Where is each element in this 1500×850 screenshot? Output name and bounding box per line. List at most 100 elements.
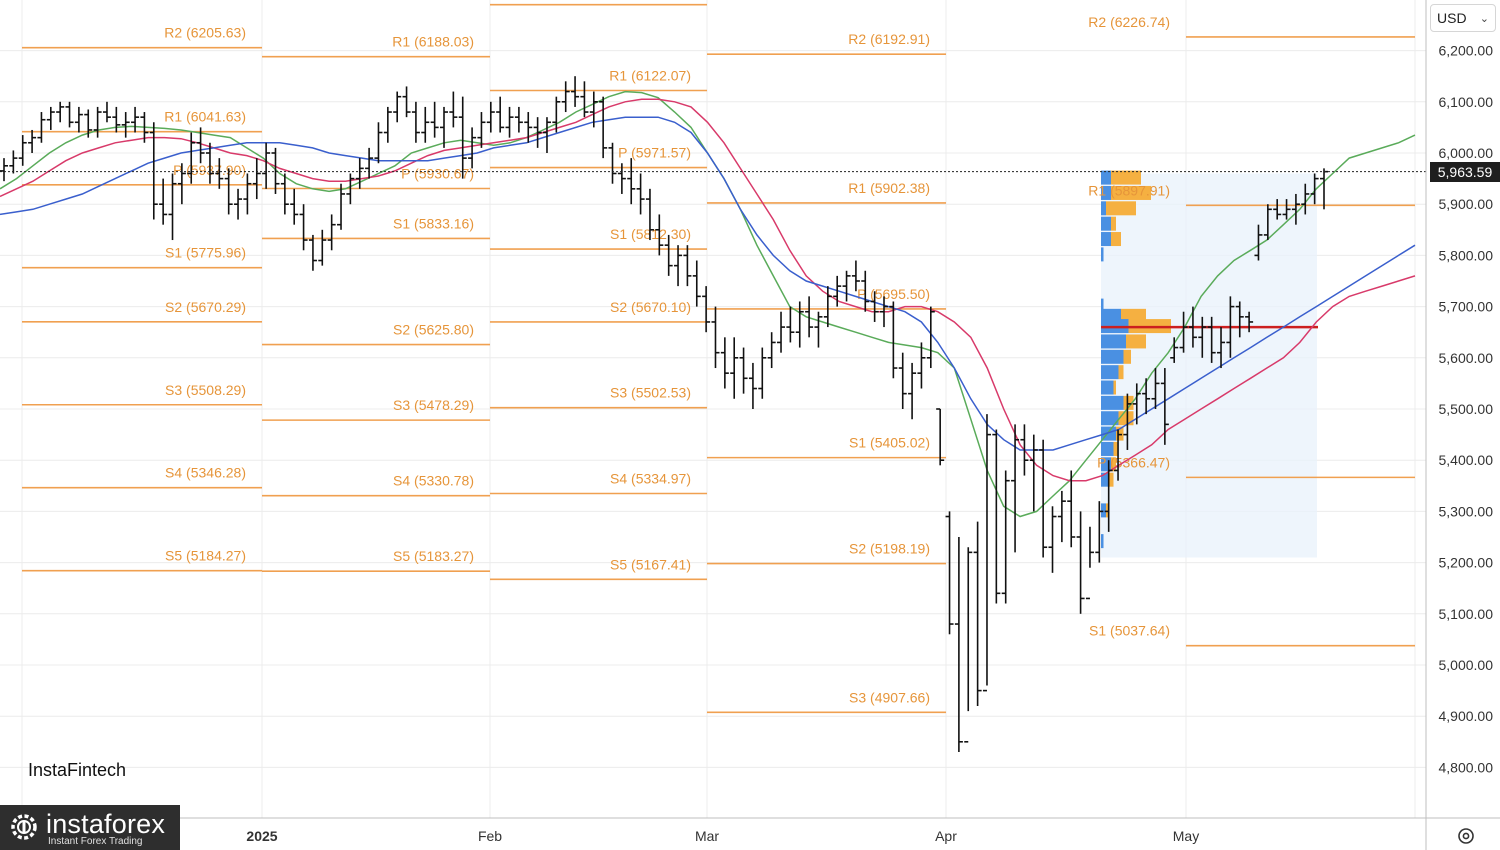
ohlc-bar xyxy=(945,511,954,635)
ohlc-bar xyxy=(1245,311,1254,333)
pivot-label: S4 (5346.28) xyxy=(165,465,246,481)
ohlc-bar xyxy=(458,96,467,179)
ohlc-bar xyxy=(1095,501,1104,563)
pivot-label: R1 (6041.63) xyxy=(164,109,246,125)
ohlc-bar xyxy=(243,173,252,215)
ohlc-bar xyxy=(1104,460,1113,532)
ohlc-bar xyxy=(823,286,832,328)
volume-profile-bar-blue xyxy=(1101,216,1111,231)
volume-profile-bar-blue xyxy=(1101,411,1119,426)
ohlc-bar xyxy=(234,188,243,220)
ohlc-bar xyxy=(880,296,888,328)
instaforex-logo[interactable]: instaforex Instant Forex Trading xyxy=(0,805,180,850)
ohlc-bar xyxy=(542,117,551,153)
ohlc-bar xyxy=(1057,490,1066,543)
ohlc-bar xyxy=(1067,470,1076,548)
ohlc-bar xyxy=(973,521,982,706)
ohlc-bar xyxy=(159,178,168,225)
volume-profile-bar-blue xyxy=(1101,201,1106,216)
moving-average-line xyxy=(0,116,1416,451)
volume-profile-bar-orange xyxy=(1111,185,1151,200)
volume-profile-bar-orange xyxy=(1111,216,1116,231)
y-tick-label: 5,900.00 xyxy=(1439,196,1494,212)
ohlc-bar xyxy=(290,188,299,225)
grid-lines xyxy=(0,0,1426,818)
ohlc-bar xyxy=(411,101,420,143)
pivot-label: S2 (5198.19) xyxy=(849,541,930,557)
ohlc-bar xyxy=(1114,429,1123,481)
pivot-label: S2 (5670.10) xyxy=(610,299,691,315)
ohlc-bar xyxy=(627,158,636,205)
ohlc-bar xyxy=(908,362,917,420)
ohlc-bar xyxy=(252,158,261,200)
ohlc-bar xyxy=(1273,199,1282,220)
volume-profile-bar-orange xyxy=(1113,380,1116,395)
ohlc-bar xyxy=(608,142,617,184)
ohlc-bar xyxy=(1310,173,1319,205)
y-tick-label: 6,200.00 xyxy=(1439,43,1494,59)
ohlc-bar xyxy=(1039,439,1048,558)
pivot-label: S4 (5330.78) xyxy=(393,473,474,489)
pivot-label: P (5971.57) xyxy=(618,145,691,161)
currency-label: USD xyxy=(1437,10,1467,26)
ohlc-bar xyxy=(748,362,757,409)
pivot-label: S5 (5184.27) xyxy=(165,548,246,564)
ohlc-bar xyxy=(926,306,935,369)
x-tick-label: Apr xyxy=(935,828,957,844)
ohlc-bar xyxy=(505,106,514,138)
ohlc-bar xyxy=(552,96,561,133)
ohlc-bar xyxy=(992,429,1001,604)
ohlc-bar xyxy=(383,106,392,143)
ohlc-bar xyxy=(468,127,477,169)
ohlc-bar xyxy=(702,286,711,333)
pivot-levels: R3 (6371.86)R2 (6205.63)R1 (6041.63)P (5… xyxy=(22,3,1415,714)
logo-tagline: Instant Forex Trading xyxy=(48,836,143,847)
ohlc-bar xyxy=(655,214,664,256)
ohlc-bar xyxy=(421,106,430,143)
ohlc-bar xyxy=(28,129,37,153)
brand-watermark: InstaFintech xyxy=(28,760,127,780)
ohlc-bar xyxy=(777,311,786,353)
volume-profile-bar-orange xyxy=(1126,334,1146,349)
y-tick-label: 5,800.00 xyxy=(1439,247,1494,263)
time-axis[interactable]: 2025 Feb Mar Apr May xyxy=(246,828,1199,844)
volume-profile-bar-orange xyxy=(1123,395,1134,410)
pivot-label: R1 (6122.07) xyxy=(609,68,691,84)
currency-select[interactable]: USD ⌄ xyxy=(1430,4,1496,32)
volume-profile-bar-blue xyxy=(1101,365,1119,380)
ohlc-bar xyxy=(514,106,523,133)
ohlc-bar xyxy=(74,106,83,133)
ohlc-bar xyxy=(1123,393,1132,450)
y-tick-label: 5,300.00 xyxy=(1439,503,1494,519)
ohlc-bar xyxy=(430,101,439,138)
ohlc-bar xyxy=(1011,424,1020,553)
volume-profile-bar-orange xyxy=(1111,170,1141,185)
ohlc-bar xyxy=(374,122,383,164)
y-tick-label: 5,000.00 xyxy=(1439,657,1494,673)
pivot-label: S5 (5167.41) xyxy=(610,556,691,572)
ohlc-bar xyxy=(477,112,486,148)
ohlc-bar xyxy=(65,101,74,128)
ohlc-bar xyxy=(149,122,158,220)
pivot-label: S1 (5405.02) xyxy=(849,435,930,451)
volume-profile-bar-orange xyxy=(1113,441,1119,456)
ohlc-bar xyxy=(1301,183,1310,215)
settings-icon[interactable] xyxy=(1456,826,1476,846)
volume-profile-bar-blue xyxy=(1101,534,1104,549)
ohlc-bar xyxy=(224,168,233,215)
ohlc-bar xyxy=(486,101,495,133)
volume-profile-range xyxy=(1101,173,1317,558)
pivot-label: S1 (5775.96) xyxy=(165,245,246,261)
ohlc-bar xyxy=(308,234,317,271)
gear-logo-icon xyxy=(11,814,37,840)
price-axis[interactable]: 6,200.00 6,100.00 6,000.00 5,900.00 5,800.00… xyxy=(1439,43,1494,776)
volume-profile-bar-blue xyxy=(1101,441,1114,456)
ohlc-bar xyxy=(524,112,533,143)
ohlc-bar xyxy=(1198,316,1207,358)
ohlc-bar xyxy=(1020,424,1029,476)
volume-profile-bar-orange xyxy=(1118,411,1134,426)
ohlc-bar xyxy=(262,142,271,189)
ohlc-bar xyxy=(0,158,8,182)
pivot-label: P (5366.47) xyxy=(1097,454,1170,470)
